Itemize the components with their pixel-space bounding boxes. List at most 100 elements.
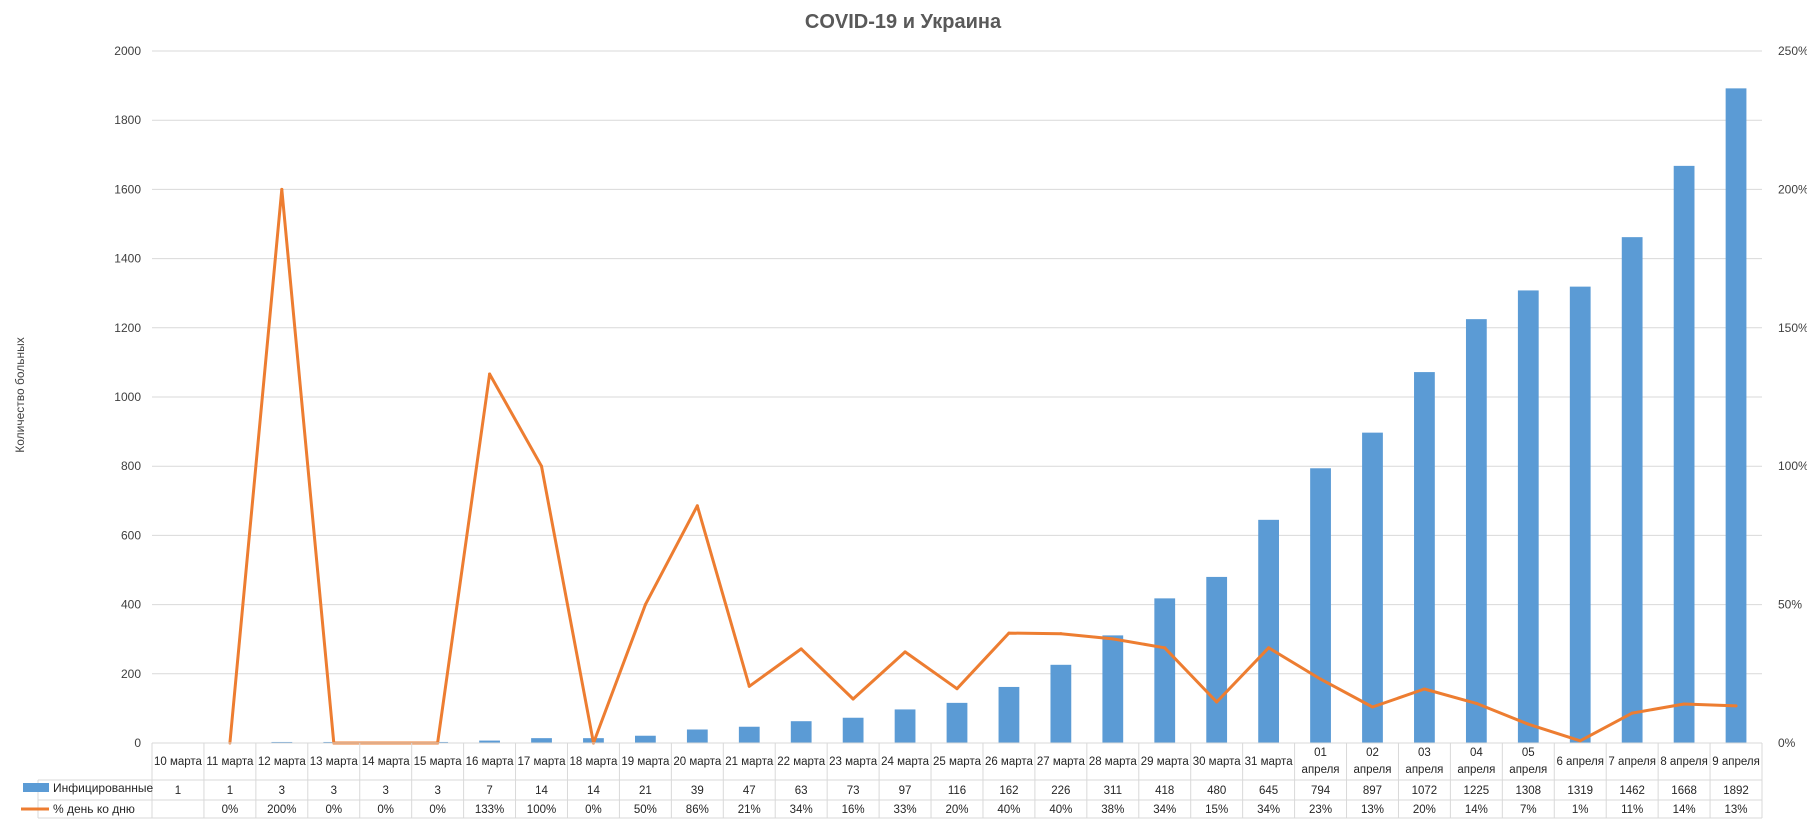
x-tick-label: 11 марта — [206, 756, 254, 768]
x-tick-label: 16 марта — [466, 756, 515, 768]
data-label-daily-pct: 40% — [997, 804, 1020, 816]
data-label-infected: 39 — [691, 785, 704, 797]
data-label-daily-pct: 7% — [1520, 804, 1537, 816]
data-label-infected: 1892 — [1723, 785, 1749, 797]
data-label-daily-pct: 0% — [429, 804, 446, 816]
x-tick-label: 31 марта — [1245, 756, 1294, 768]
line-point — [540, 464, 544, 468]
line-point — [488, 372, 492, 376]
bar — [1050, 664, 1072, 743]
bar — [686, 729, 708, 743]
data-label-infected: 14 — [535, 785, 548, 797]
line-point — [1734, 704, 1738, 708]
data-label-daily-pct: 133% — [475, 804, 504, 816]
line-point — [903, 650, 907, 654]
bar — [842, 717, 864, 743]
data-label-daily-pct: 11% — [1621, 804, 1643, 816]
x-tick-label: 04 — [1470, 747, 1483, 759]
bar — [738, 726, 760, 743]
x-tick-label: 19 марта — [621, 756, 670, 768]
bar — [1621, 237, 1643, 743]
line-point — [1422, 687, 1426, 691]
bar — [790, 721, 812, 743]
x-tick-label: 8 апреля — [1660, 756, 1708, 768]
line-point — [955, 687, 959, 691]
bar — [1517, 290, 1539, 743]
x-tick-label: 6 апреля — [1556, 756, 1604, 768]
right-axis-ticks: 0% 50% 100% 150% 200% 250% — [1778, 44, 1807, 750]
bar — [531, 738, 552, 743]
line-point — [1630, 711, 1634, 715]
x-tick-label: 29 марта — [1141, 756, 1190, 768]
data-label-infected: 1319 — [1567, 785, 1593, 797]
data-label-daily-pct: 38% — [1101, 804, 1124, 816]
data-label-infected: 63 — [795, 785, 808, 797]
y-tick-label: 2000 — [114, 44, 141, 58]
data-label-infected: 3 — [434, 785, 440, 797]
legend-label-infected: Инфицированные — [53, 781, 154, 795]
x-tick-label: 30 марта — [1193, 756, 1242, 768]
x-tick-label: 27 марта — [1037, 756, 1086, 768]
y-tick-label: 1800 — [114, 113, 141, 127]
data-label-infected: 97 — [899, 785, 912, 797]
data-label-daily-pct: 86% — [686, 804, 709, 816]
data-label-daily-pct: 21% — [738, 804, 761, 816]
data-label-daily-pct: 23% — [1309, 804, 1332, 816]
data-label-infected: 418 — [1155, 785, 1174, 797]
y2-tick-label: 150% — [1778, 321, 1807, 335]
data-label-infected: 73 — [847, 785, 860, 797]
bar — [894, 709, 916, 743]
line-point — [1319, 677, 1323, 681]
data-label-daily-pct: 50% — [634, 804, 657, 816]
x-tick-label: 01 — [1314, 747, 1327, 759]
bar — [1206, 576, 1228, 743]
legend-swatch-bars — [23, 783, 49, 792]
data-label-infected: 47 — [743, 785, 756, 797]
gridlines — [152, 50, 1762, 744]
x-tick-label: 23 марта — [829, 756, 878, 768]
x-tick-label: 7 апреля — [1608, 756, 1656, 768]
line-point — [1163, 646, 1167, 650]
line-point — [1474, 701, 1478, 705]
y2-tick-label: 250% — [1778, 44, 1807, 58]
data-label-daily-pct: 40% — [1049, 804, 1072, 816]
bar — [1569, 286, 1591, 743]
bar — [1465, 319, 1487, 743]
line-point — [799, 647, 803, 651]
bar — [1362, 432, 1383, 743]
x-tick-label: 9 апреля — [1712, 756, 1760, 768]
data-label-infected: 14 — [587, 785, 600, 797]
bar — [479, 740, 500, 743]
line-point — [1578, 739, 1582, 743]
data-label-infected: 1308 — [1515, 785, 1541, 797]
data-label-daily-pct: 20% — [945, 804, 968, 816]
data-label-daily-pct: 14% — [1673, 804, 1696, 816]
bar — [1258, 519, 1279, 743]
x-tick-label: 25 марта — [933, 756, 982, 768]
line-point — [1370, 705, 1374, 709]
data-label-infected: 3 — [383, 785, 389, 797]
line-point — [1111, 637, 1115, 641]
data-label-daily-pct: 34% — [1153, 804, 1176, 816]
data-label-infected: 3 — [279, 785, 285, 797]
line-point — [1215, 700, 1219, 704]
line-point — [1059, 632, 1063, 636]
x-tick-label: 15 марта — [414, 756, 463, 768]
data-label-infected: 162 — [999, 785, 1018, 797]
data-label-daily-pct: 15% — [1205, 804, 1228, 816]
y2-tick-label: 0% — [1778, 736, 1796, 750]
bar — [1102, 635, 1124, 743]
y2-tick-label: 200% — [1778, 182, 1807, 196]
line-point — [280, 187, 284, 191]
data-label-infected: 226 — [1051, 785, 1070, 797]
x-tick-label: 05 — [1522, 747, 1535, 759]
x-tick-label: 13 марта — [310, 756, 359, 768]
data-label-daily-pct: 20% — [1413, 804, 1436, 816]
data-label-infected: 1462 — [1619, 785, 1645, 797]
data-label-daily-pct: 0% — [377, 804, 394, 816]
data-label-infected: 897 — [1363, 785, 1382, 797]
data-label-infected: 7 — [486, 785, 492, 797]
data-label-infected: 1668 — [1671, 785, 1697, 797]
x-tick-label: апреля — [1353, 764, 1391, 776]
